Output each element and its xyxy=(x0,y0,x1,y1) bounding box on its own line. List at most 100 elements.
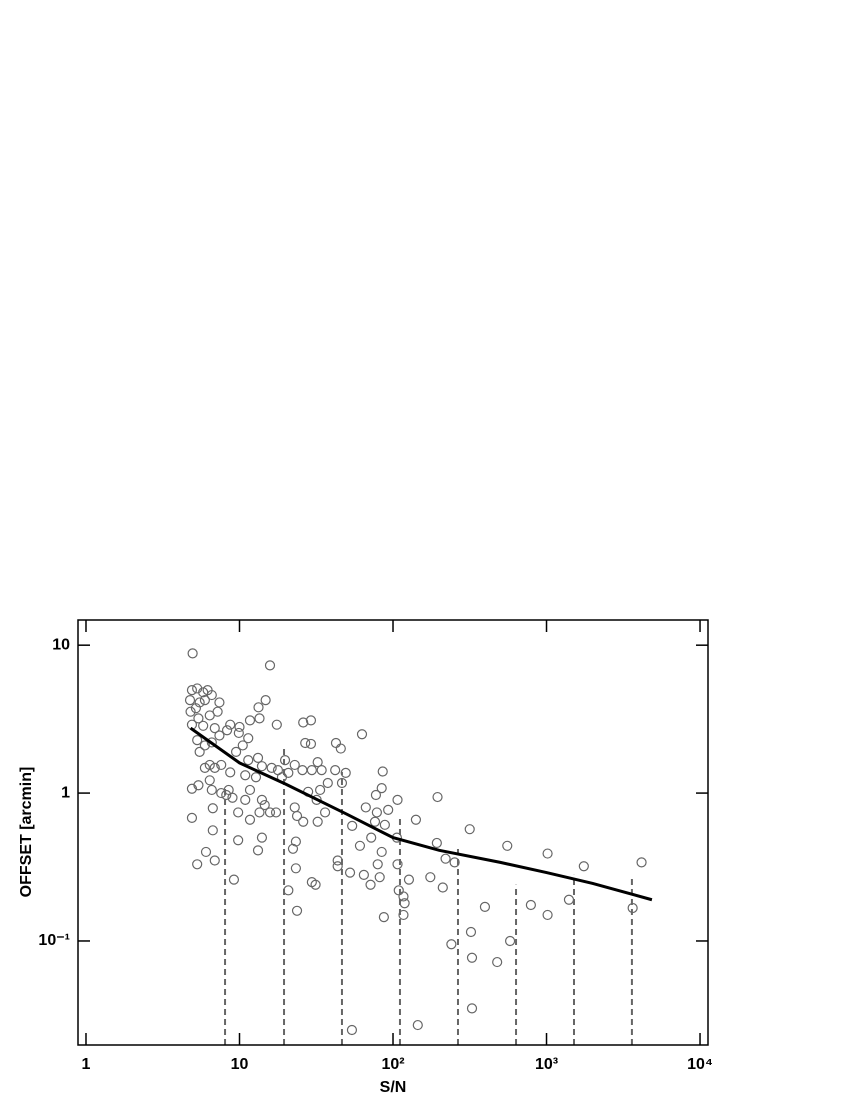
data-point xyxy=(335,743,346,754)
data-point xyxy=(305,738,317,750)
data-point xyxy=(440,853,451,864)
data-point xyxy=(264,807,276,818)
data-point xyxy=(399,898,410,909)
data-point xyxy=(311,794,322,805)
data-point xyxy=(214,697,225,708)
data-point xyxy=(377,766,388,777)
data-point xyxy=(244,784,256,796)
data-point xyxy=(376,783,387,794)
data-point xyxy=(431,837,442,849)
data-point xyxy=(240,794,251,805)
data-point xyxy=(340,767,351,778)
data-point xyxy=(578,861,589,872)
data-point xyxy=(291,810,303,822)
y-tick-label: 1 xyxy=(61,784,70,801)
data-point xyxy=(264,660,276,671)
data-point xyxy=(360,802,371,813)
data-point xyxy=(200,846,212,858)
fit-curve xyxy=(189,726,653,902)
data-point xyxy=(254,713,265,724)
data-point xyxy=(365,879,376,890)
data-point xyxy=(322,777,333,789)
data-point xyxy=(354,840,366,851)
data-point xyxy=(260,695,271,706)
x-tick-label: 1 xyxy=(82,1056,91,1073)
data-point xyxy=(392,794,403,805)
data-point xyxy=(199,695,210,706)
data-point xyxy=(479,901,491,912)
x-tick-label: 10³ xyxy=(535,1056,558,1073)
data-point xyxy=(291,905,303,916)
data-point xyxy=(366,832,377,843)
data-point xyxy=(199,762,210,773)
data-point xyxy=(627,902,638,914)
data-point xyxy=(398,891,409,902)
data-point xyxy=(243,733,254,744)
data-point xyxy=(542,909,553,921)
data-point xyxy=(289,759,300,771)
data-point xyxy=(206,737,217,748)
data-point xyxy=(306,765,317,776)
data-point xyxy=(214,730,225,741)
data-point xyxy=(194,746,205,757)
data-point xyxy=(223,784,234,796)
data-point xyxy=(300,737,311,749)
x-tick-label: 10 xyxy=(231,1056,249,1073)
data-point xyxy=(252,752,264,763)
data-point xyxy=(216,759,227,771)
data-point xyxy=(186,783,198,794)
data-point xyxy=(356,729,368,740)
data-point xyxy=(376,846,387,858)
data-point xyxy=(252,845,264,856)
data-point xyxy=(319,807,331,818)
data-point xyxy=(193,713,204,724)
data-point xyxy=(256,832,268,843)
data-point xyxy=(194,697,205,708)
data-point xyxy=(206,784,217,796)
data-point xyxy=(192,735,203,746)
data-point xyxy=(412,1019,423,1031)
data-point xyxy=(256,794,268,805)
data-point xyxy=(374,872,385,883)
data-point xyxy=(225,719,236,730)
data-point xyxy=(186,684,198,696)
plot-frame xyxy=(77,619,709,1046)
data-point xyxy=(466,1003,478,1014)
data-point xyxy=(209,762,220,773)
data-point xyxy=(192,859,203,870)
data-point xyxy=(465,926,477,938)
data-point xyxy=(207,803,218,814)
data-point xyxy=(398,909,409,921)
data-point xyxy=(449,857,460,868)
data-point xyxy=(312,756,323,768)
data-point xyxy=(184,695,196,706)
data-point xyxy=(371,807,382,818)
data-point xyxy=(259,799,270,811)
data-point xyxy=(372,859,383,870)
data-point xyxy=(266,762,277,773)
x-tick-label: 10² xyxy=(381,1056,404,1073)
data-point xyxy=(244,715,256,726)
data-point xyxy=(504,935,516,947)
data-point xyxy=(347,820,358,831)
data-point xyxy=(346,1024,358,1036)
data-point xyxy=(233,807,244,818)
data-point xyxy=(379,819,390,830)
y-axis-label: OFFSET [arcmin] xyxy=(18,767,35,898)
data-point xyxy=(336,777,348,789)
y-tick-label: 10⁻¹ xyxy=(38,932,70,949)
data-point xyxy=(190,703,202,714)
data-point xyxy=(212,706,223,717)
data-point xyxy=(204,775,215,786)
data-point xyxy=(230,746,242,757)
data-point xyxy=(283,885,294,896)
data-point xyxy=(221,725,233,736)
data-point xyxy=(271,719,282,730)
data-point xyxy=(279,755,291,766)
data-point xyxy=(502,840,513,851)
data-point xyxy=(542,848,553,859)
data-point xyxy=(332,861,343,872)
data-point xyxy=(315,784,326,796)
data-point xyxy=(330,765,341,776)
